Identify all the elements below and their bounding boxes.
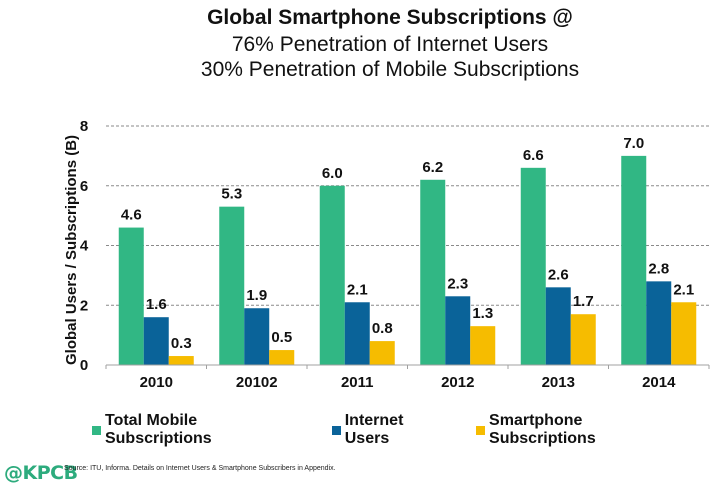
legend-swatch-smartphone bbox=[476, 425, 486, 435]
legend-item-smartphone: Smartphone Subscriptions bbox=[476, 412, 693, 448]
x-tick-label: 20102 bbox=[236, 374, 278, 391]
bar-smartphone-subscriptions bbox=[671, 302, 697, 365]
legend-label: Smartphone Subscriptions bbox=[489, 412, 596, 447]
y-tick-label: 2 bbox=[80, 297, 88, 314]
legend: Total Mobile Subscriptions Internet User… bbox=[92, 412, 717, 448]
bar-internet-users bbox=[646, 281, 672, 365]
data-label-internet-users: 2.6 bbox=[548, 266, 569, 283]
legend-item-total-mobile: Total Mobile Subscriptions bbox=[92, 412, 308, 448]
data-label-internet-users: 1.6 bbox=[146, 296, 167, 313]
x-axis: 2010 20102 2011 2012 2013 2014 bbox=[105, 364, 710, 391]
bar-total-mobile-subscriptions bbox=[319, 185, 345, 365]
data-label-smartphone-subscriptions: 1.3 bbox=[472, 305, 493, 322]
bars bbox=[118, 155, 697, 365]
bar-total-mobile-subscriptions bbox=[219, 206, 245, 365]
kpcb-logo: @KPCB bbox=[4, 462, 78, 484]
legend-swatch-total-mobile bbox=[92, 425, 101, 435]
bar-smartphone-subscriptions bbox=[369, 341, 395, 365]
legend-swatch-internet-users bbox=[331, 425, 341, 435]
bar-total-mobile-subscriptions bbox=[420, 179, 446, 365]
source-note: Source: ITU, Informa. Details on Interne… bbox=[64, 465, 336, 472]
legend-label: Internet Users bbox=[344, 412, 404, 447]
x-tick-label: 2010 bbox=[140, 374, 173, 391]
bar-internet-users bbox=[344, 302, 370, 365]
y-tick-label: 4 bbox=[80, 238, 89, 255]
data-label-total-mobile-subscriptions: 7.0 bbox=[623, 135, 644, 152]
bar-smartphone-subscriptions bbox=[168, 356, 194, 365]
bar-total-mobile-subscriptions bbox=[520, 167, 546, 365]
chart-title: Global Smartphone Subscriptions @ bbox=[207, 6, 573, 29]
data-label-total-mobile-subscriptions: 5.3 bbox=[221, 186, 242, 203]
gridlines bbox=[106, 125, 709, 306]
data-label-internet-users: 2.1 bbox=[347, 281, 368, 298]
bar-smartphone-subscriptions bbox=[269, 350, 295, 365]
bar-internet-users bbox=[545, 287, 571, 365]
legend-item-internet-users: Internet Users bbox=[331, 412, 452, 448]
y-tick-label: 8 bbox=[80, 118, 88, 135]
x-tick-label: 2013 bbox=[542, 374, 575, 391]
data-label-internet-users: 2.3 bbox=[447, 275, 468, 292]
data-label-total-mobile-subscriptions: 6.2 bbox=[422, 159, 443, 176]
data-label-smartphone-subscriptions: 0.5 bbox=[271, 329, 292, 346]
y-tick-label: 0 bbox=[80, 357, 88, 374]
y-axis-label: Global Users / Subscriptions (B) bbox=[63, 135, 80, 365]
bar-internet-users bbox=[244, 308, 270, 365]
bar-total-mobile-subscriptions bbox=[118, 227, 144, 365]
bar-internet-users bbox=[445, 296, 471, 365]
chart-subtitle-line-1: 76% Penetration of Internet Users bbox=[231, 33, 549, 56]
x-tick-label: 2014 bbox=[642, 374, 676, 391]
data-label-smartphone-subscriptions: 0.8 bbox=[372, 320, 393, 337]
data-label-internet-users: 1.9 bbox=[246, 287, 267, 304]
chart-subtitle-line-2: 30% Penetration of Mobile Subscriptions bbox=[200, 58, 580, 81]
y-tick-label: 6 bbox=[80, 178, 88, 195]
data-label-internet-users: 2.8 bbox=[648, 260, 669, 277]
data-label-smartphone-subscriptions: 2.1 bbox=[673, 281, 694, 298]
y-axis-ticks: 0 2 4 6 8 bbox=[80, 118, 89, 374]
data-label-total-mobile-subscriptions: 6.6 bbox=[523, 147, 544, 164]
data-label-total-mobile-subscriptions: 4.6 bbox=[121, 207, 142, 224]
legend-label: Total Mobile Subscriptions bbox=[104, 412, 212, 447]
data-labels: 4.6 5.3 6.0 6.2 6.6 7.0 1.6 1.9 2.1 2.3 2.6 2.8 0.3 0… bbox=[121, 135, 694, 352]
bar-smartphone-subscriptions bbox=[470, 326, 496, 365]
data-label-smartphone-subscriptions: 0.3 bbox=[171, 335, 192, 352]
bar-smartphone-subscriptions bbox=[570, 314, 596, 365]
x-tick-label: 2011 bbox=[341, 374, 374, 391]
data-label-smartphone-subscriptions: 1.7 bbox=[573, 293, 594, 310]
bar-internet-users bbox=[143, 317, 169, 365]
bar-total-mobile-subscriptions bbox=[621, 155, 647, 365]
x-tick-label: 2012 bbox=[441, 374, 474, 391]
data-label-total-mobile-subscriptions: 6.0 bbox=[322, 165, 343, 182]
